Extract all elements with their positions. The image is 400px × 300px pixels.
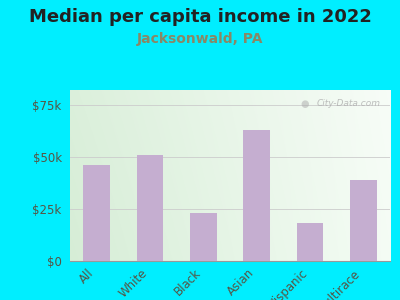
Bar — [350, 180, 377, 261]
Text: City-Data.com: City-Data.com — [316, 98, 380, 108]
Text: Jacksonwald, PA: Jacksonwald, PA — [137, 32, 263, 46]
Bar — [137, 154, 163, 261]
Bar — [297, 224, 323, 261]
Text: ●: ● — [300, 98, 309, 109]
Bar — [190, 213, 217, 261]
Bar — [243, 130, 270, 261]
Bar — [83, 165, 110, 261]
Text: Median per capita income in 2022: Median per capita income in 2022 — [28, 8, 372, 26]
